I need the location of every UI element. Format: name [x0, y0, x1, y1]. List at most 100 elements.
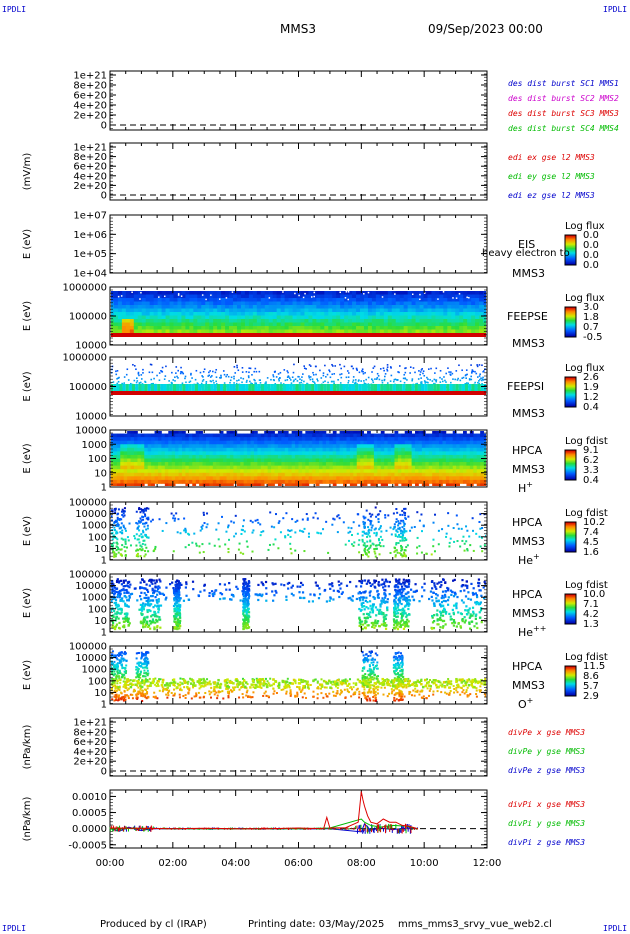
spectro-cell	[192, 472, 197, 477]
spectro-cell	[202, 451, 207, 456]
spectro-cell	[141, 384, 145, 391]
spectro-cell	[443, 329, 448, 334]
spectro-dot	[308, 376, 311, 379]
spectro-cell	[116, 440, 121, 445]
y-tick-label: 1000000	[62, 353, 107, 364]
spectro-cell	[373, 440, 378, 445]
spectro-cell	[272, 319, 278, 323]
spectro-cell	[443, 301, 448, 306]
spectro-cell	[421, 469, 426, 474]
spectro-dot	[326, 373, 329, 376]
spectro-dot	[334, 365, 337, 367]
spectro-cell	[387, 294, 393, 299]
spectro-cell	[427, 322, 432, 327]
spectro-dot	[371, 513, 374, 516]
spectro-cell	[399, 319, 405, 323]
spectro-dot	[284, 536, 287, 539]
spectro-cell	[360, 483, 365, 486]
spectro-cell	[129, 319, 135, 323]
colorbar-swatch	[565, 253, 576, 255]
spectro-cell	[164, 447, 169, 452]
spectro-cell	[356, 476, 361, 481]
spectro-cell	[181, 462, 186, 467]
spectro-cell	[343, 433, 347, 438]
spectro-cell	[431, 329, 436, 334]
spectro-cell	[153, 319, 159, 323]
spectro-cell	[346, 472, 351, 477]
spectro-cell	[116, 483, 121, 486]
spectro-cell	[199, 472, 203, 477]
spectro-dot	[191, 377, 193, 379]
spectro-cell	[264, 454, 269, 459]
spectro-cell	[387, 433, 392, 438]
spectro-cell	[344, 301, 349, 306]
spectro-cell	[380, 483, 385, 486]
spectro-cell	[375, 319, 381, 323]
spectro-dot	[327, 381, 329, 384]
spectro-cell	[267, 465, 272, 470]
spectro-cell	[418, 479, 423, 484]
spectro-cell	[428, 440, 433, 445]
spectro-cell	[288, 298, 293, 302]
spectro-cell	[111, 319, 115, 323]
spectro-cell	[221, 298, 226, 302]
spectro-cell	[202, 433, 207, 438]
spectro-cell	[466, 479, 471, 484]
spectro-cell	[272, 312, 278, 316]
spectro-cell	[151, 454, 155, 459]
spectro-cell	[193, 322, 198, 327]
spectro-cell	[300, 326, 305, 330]
spectro-dot	[207, 375, 210, 377]
spectro-cell	[387, 440, 392, 445]
spectro-cell	[229, 437, 234, 442]
spectro-dot	[381, 379, 383, 382]
spectro-cell	[312, 451, 317, 456]
spectro-cell	[285, 384, 290, 391]
spectro-cell	[439, 454, 443, 459]
spectro-cell	[401, 472, 406, 477]
spectro-dot	[381, 381, 384, 384]
spectro-cell	[363, 329, 369, 334]
spectro-cell	[315, 465, 320, 470]
spectro-cell	[236, 308, 242, 313]
spectro-dot	[146, 527, 149, 530]
colorbar-swatch	[565, 240, 576, 242]
spectro-cell	[387, 462, 392, 467]
spectro-cell	[308, 315, 313, 320]
spectro-cell	[439, 326, 444, 330]
spectro-cell	[371, 315, 377, 320]
spectro-cell	[276, 298, 282, 302]
spectro-cell	[292, 294, 297, 299]
y-tick-label: 1000000	[62, 283, 107, 294]
spectro-cell	[435, 326, 440, 330]
spectro-dot	[291, 518, 294, 521]
spectro-cell	[415, 444, 419, 449]
spectro-cell	[363, 476, 368, 481]
spectro-dot	[150, 363, 153, 366]
spectro-cell	[328, 305, 333, 309]
spectro-cell	[267, 462, 272, 467]
spectro-cell	[292, 326, 297, 330]
spectro-dot	[277, 373, 280, 375]
spectro-cell	[168, 451, 173, 456]
spectro-cell	[141, 329, 147, 334]
spectro-cell	[130, 483, 135, 486]
spectro-cell	[395, 294, 401, 299]
spectro-cell	[199, 440, 203, 445]
spectro-cell	[339, 437, 344, 442]
spectro-cell	[308, 458, 313, 463]
colorbar-tick-label: 3.3	[583, 465, 599, 476]
spectro-cell	[284, 444, 289, 449]
spectro-cell	[264, 315, 270, 320]
spectro-dot	[395, 508, 398, 511]
spectro-dot	[214, 371, 217, 374]
spectro-dot	[163, 378, 166, 380]
spectro-cell	[145, 291, 151, 295]
spectro-cell	[216, 384, 221, 391]
spectro-dot	[356, 383, 358, 385]
spectro-cell	[387, 308, 393, 313]
spectro-cell	[394, 440, 399, 445]
spectro-cell	[219, 462, 224, 467]
spectro-cell	[153, 298, 159, 302]
spectro-dot	[138, 508, 141, 511]
